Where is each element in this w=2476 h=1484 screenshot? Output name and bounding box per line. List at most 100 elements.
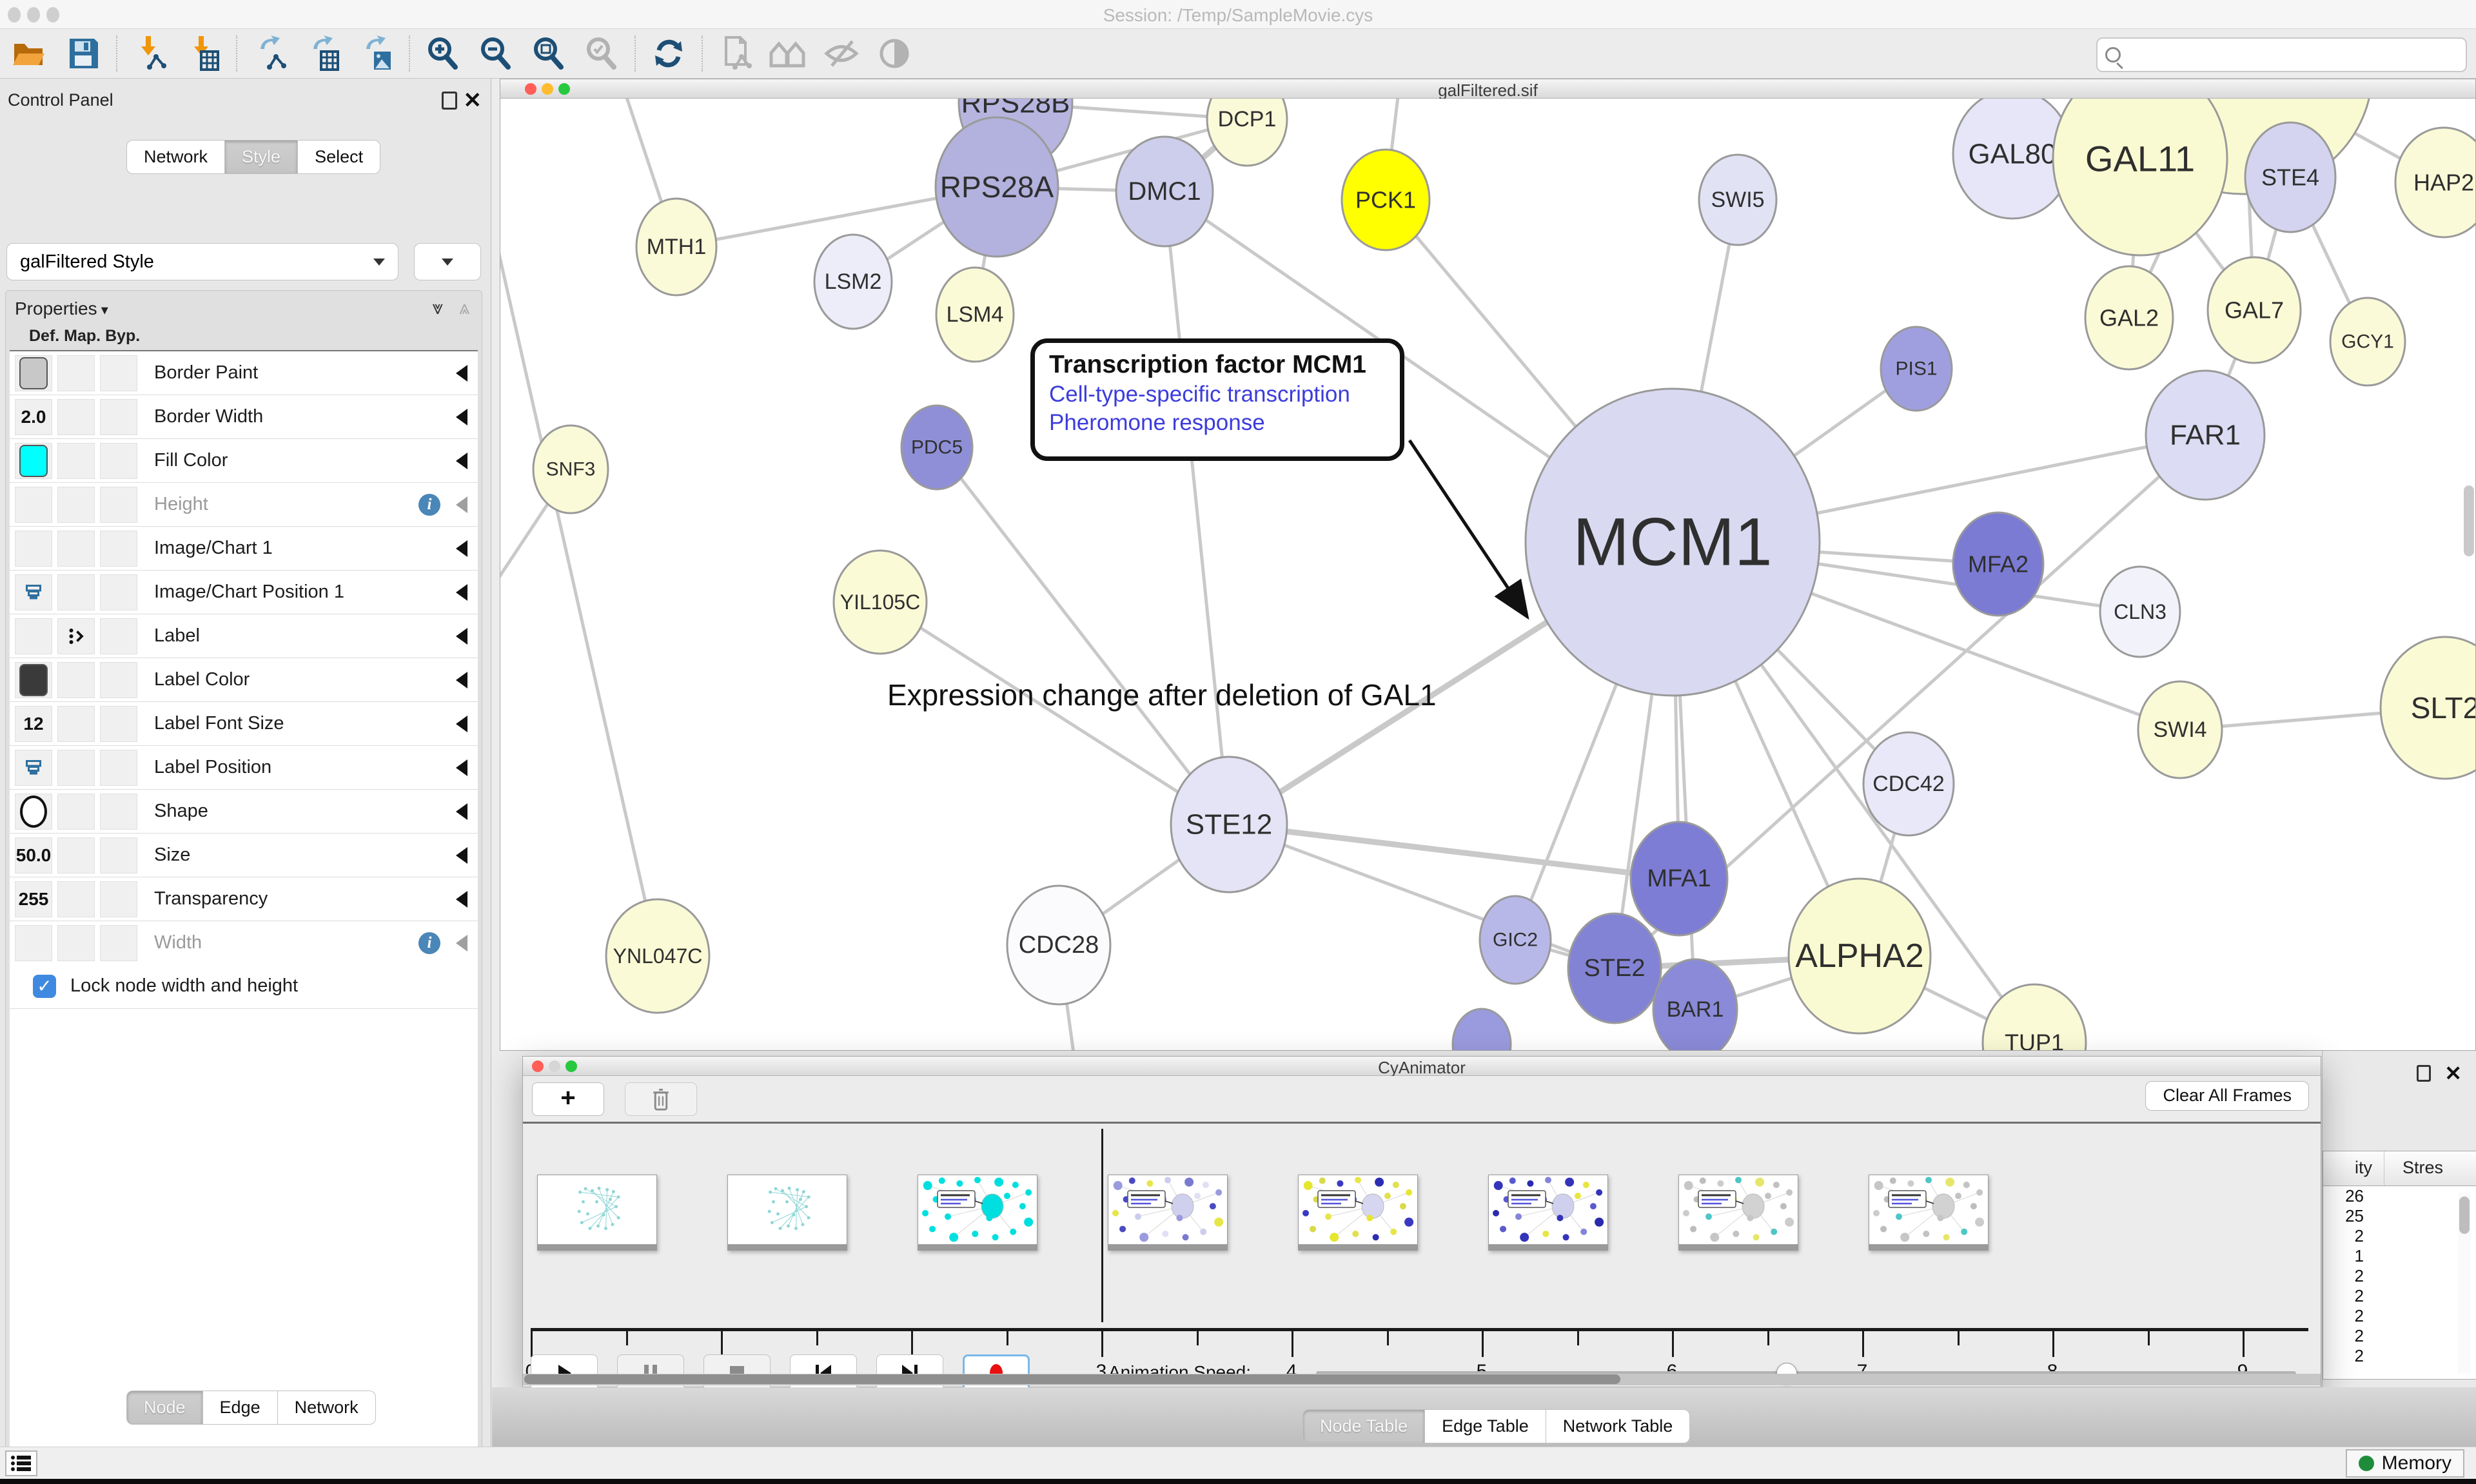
- info-icon[interactable]: i: [418, 932, 440, 954]
- animation-frame-5[interactable]: [1488, 1175, 1608, 1251]
- default-value-cell[interactable]: [15, 574, 52, 610]
- annotation-link-1[interactable]: Cell-type-specific transcription: [1049, 382, 1350, 407]
- play-button[interactable]: [531, 1354, 598, 1392]
- network-node-PIS1[interactable]: [1880, 326, 1953, 412]
- property-row-width[interactable]: Width i: [10, 921, 478, 965]
- search-input[interactable]: [2126, 44, 2448, 65]
- memory-status-button[interactable]: Memory: [2345, 1449, 2464, 1478]
- bypass-cell[interactable]: [100, 574, 137, 610]
- zoom-in-button[interactable]: [417, 33, 469, 74]
- table-row[interactable]: 2: [2354, 1326, 2364, 1345]
- export-image-button[interactable]: [349, 33, 402, 74]
- skip-to-start-button[interactable]: [790, 1354, 857, 1392]
- bypass-cell[interactable]: [100, 793, 137, 830]
- collapse-row-icon[interactable]: [456, 759, 467, 776]
- expand-all-icon[interactable]: ⩔: [432, 297, 443, 318]
- properties-header[interactable]: Properties: [15, 298, 108, 319]
- property-row-label-position[interactable]: Label Position: [10, 746, 478, 790]
- collapse-row-icon[interactable]: [456, 627, 467, 645]
- scrollbar-thumb[interactable]: [524, 1374, 1620, 1384]
- network-node-MFA1[interactable]: [1629, 821, 1729, 937]
- export-table-button[interactable]: [297, 33, 349, 74]
- bypass-cell[interactable]: [100, 355, 137, 391]
- property-row-fill-color[interactable]: Fill Color: [10, 439, 478, 483]
- add-frame-button[interactable]: +: [532, 1082, 604, 1116]
- property-row-height[interactable]: Height i: [10, 483, 478, 527]
- network-window-titlebar[interactable]: galFiltered.sif: [500, 79, 2475, 100]
- network-node-LSM4[interactable]: [935, 266, 1015, 363]
- cyanimator-horizontal-scrollbar[interactable]: [523, 1374, 2321, 1385]
- collapse-row-icon[interactable]: [456, 540, 467, 557]
- network-node-MTH1[interactable]: [635, 197, 718, 297]
- timeline-playhead[interactable]: [1101, 1129, 1103, 1322]
- default-value-cell[interactable]: 255: [15, 881, 52, 917]
- float-panel-icon[interactable]: [442, 92, 457, 110]
- network-node-PDC5[interactable]: [900, 404, 974, 491]
- bypass-cell[interactable]: [100, 837, 137, 874]
- collapse-row-icon[interactable]: [456, 496, 467, 513]
- default-value-cell[interactable]: [15, 749, 52, 786]
- network-node-GCY1[interactable]: [2329, 297, 2406, 387]
- network-node-DMC1[interactable]: [1115, 135, 1214, 248]
- network-edge[interactable]: [936, 446, 1230, 826]
- default-value-cell[interactable]: [15, 486, 52, 523]
- animation-frame-1[interactable]: [727, 1175, 847, 1251]
- network-vertical-scrollbar[interactable]: [2464, 485, 2474, 556]
- network-node-YIL105C[interactable]: [832, 549, 928, 655]
- default-value-cell[interactable]: 50.0: [15, 837, 52, 874]
- mapping-cell[interactable]: [57, 574, 95, 610]
- hide-details-button[interactable]: [815, 33, 868, 74]
- mapping-cell[interactable]: [57, 398, 95, 435]
- network-edge[interactable]: [1228, 821, 1680, 882]
- network-node-FAR1[interactable]: [2145, 369, 2266, 501]
- network-node-DCP1[interactable]: [1206, 99, 1288, 167]
- table-row[interactable]: 2: [2354, 1266, 2364, 1285]
- collapse-row-icon[interactable]: [456, 408, 467, 425]
- collapse-row-icon[interactable]: [456, 715, 467, 732]
- float-panel-icon[interactable]: [2417, 1065, 2431, 1082]
- collapse-row-icon[interactable]: [456, 583, 467, 601]
- bypass-cell[interactable]: [100, 618, 137, 654]
- mapping-cell[interactable]: [57, 486, 95, 523]
- network-node-STE12[interactable]: [1170, 756, 1288, 893]
- refresh-layout-button[interactable]: [642, 33, 695, 74]
- network-node-LSM2[interactable]: [813, 233, 893, 330]
- mapping-cell[interactable]: [57, 881, 95, 917]
- import-table-button[interactable]: [177, 33, 230, 74]
- cyanimator-titlebar[interactable]: CyAnimator: [523, 1057, 2321, 1077]
- network-node-MCM1[interactable]: [1524, 387, 1821, 697]
- mapping-cell[interactable]: [57, 661, 95, 698]
- style-options-button[interactable]: [414, 243, 481, 280]
- tab-node-table[interactable]: Node Table: [1302, 1409, 1426, 1443]
- animation-frame-7[interactable]: [1869, 1175, 1989, 1251]
- tab-node[interactable]: Node: [126, 1391, 203, 1425]
- table-row[interactable]: 2: [2354, 1306, 2364, 1325]
- table-row[interactable]: 2: [2354, 1226, 2364, 1245]
- animation-frame-6[interactable]: [1678, 1175, 1798, 1251]
- bypass-cell[interactable]: [100, 530, 137, 567]
- zoom-window-icon[interactable]: [565, 1060, 577, 1072]
- property-row-transparency[interactable]: 255 Transparency: [10, 877, 478, 921]
- table-row[interactable]: 1: [2354, 1246, 2364, 1265]
- lock-size-checkbox[interactable]: ✓: [33, 974, 56, 998]
- property-row-border-paint[interactable]: Border Paint: [10, 351, 478, 395]
- close-panel-icon[interactable]: ✕: [2444, 1062, 2462, 1085]
- stop-button[interactable]: [703, 1354, 771, 1392]
- network-node-GAL11[interactable]: [2052, 99, 2228, 257]
- mapping-cell[interactable]: [57, 530, 95, 567]
- default-value-cell[interactable]: [15, 661, 52, 698]
- table-row[interactable]: 26: [2345, 1186, 2364, 1206]
- mapping-cell[interactable]: [57, 749, 95, 786]
- property-row-border-width[interactable]: 2.0 Border Width: [10, 395, 478, 439]
- zoom-window-icon[interactable]: [558, 83, 570, 95]
- clear-all-frames-button[interactable]: Clear All Frames: [2145, 1081, 2309, 1111]
- collapse-row-icon[interactable]: [456, 934, 467, 952]
- network-canvas[interactable]: RPS28B DCP1 RPS28A DMC1 PCK1 MTH1 LSM2 LSM4 SWI5…: [500, 99, 2475, 1050]
- network-node-SNF3[interactable]: [532, 424, 609, 514]
- search-box[interactable]: [2096, 37, 2467, 72]
- default-value-cell[interactable]: [15, 924, 52, 961]
- tab-network[interactable]: Network: [277, 1391, 376, 1425]
- bypass-cell[interactable]: [100, 881, 137, 917]
- network-node-GAL2[interactable]: [2084, 265, 2174, 371]
- network-node-STE2[interactable]: [1567, 912, 1662, 1024]
